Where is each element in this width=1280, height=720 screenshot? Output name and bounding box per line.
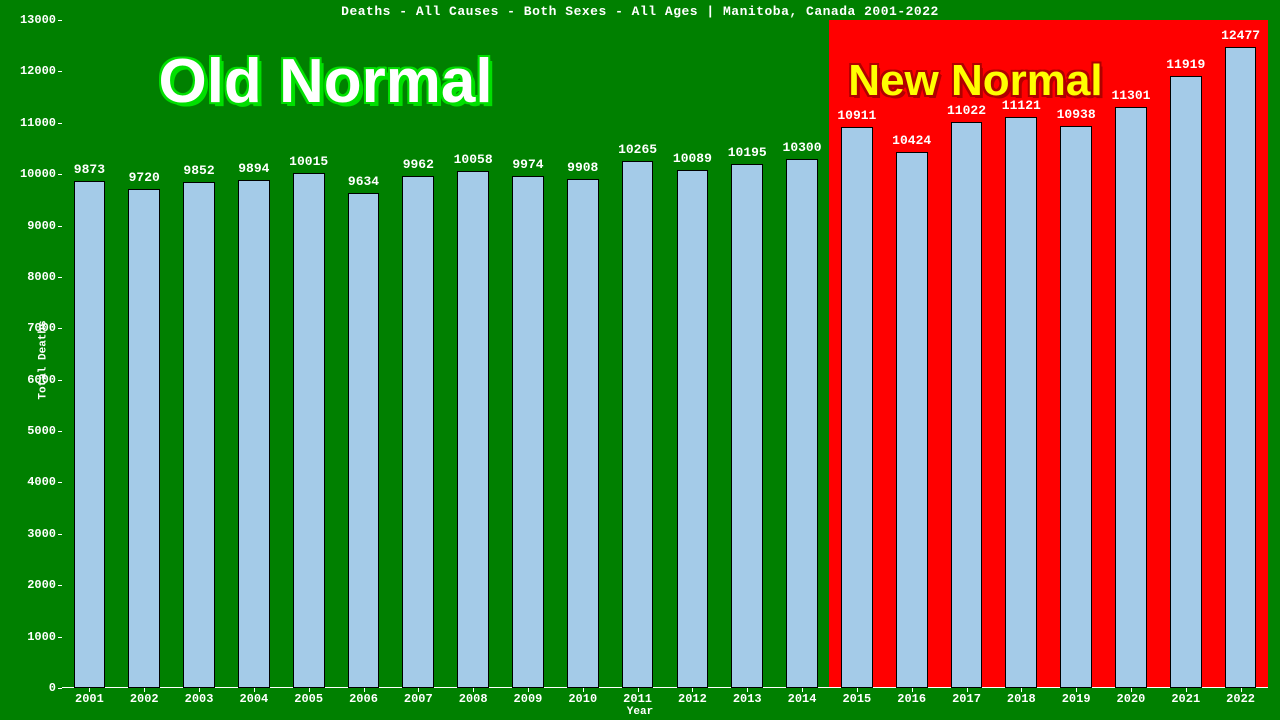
bar bbox=[841, 127, 873, 688]
y-tick-mark bbox=[58, 585, 62, 586]
bar-value-label: 10424 bbox=[892, 133, 931, 148]
x-tick-mark bbox=[89, 688, 90, 692]
overlay-text: Old Normal bbox=[158, 46, 492, 117]
y-tick-mark bbox=[58, 123, 62, 124]
bar-value-label: 9908 bbox=[567, 160, 598, 175]
y-tick-mark bbox=[58, 534, 62, 535]
bar-value-label: 9974 bbox=[512, 157, 543, 172]
x-tick-mark bbox=[1241, 688, 1242, 692]
x-tick-mark bbox=[199, 688, 200, 692]
y-tick-mark bbox=[58, 328, 62, 329]
bar-value-label: 10938 bbox=[1057, 107, 1096, 122]
x-tick-mark bbox=[473, 688, 474, 692]
bar-value-label: 12477 bbox=[1221, 28, 1260, 43]
bar-value-label: 9634 bbox=[348, 174, 379, 189]
bar-value-label: 11301 bbox=[1111, 88, 1150, 103]
bar bbox=[731, 164, 763, 688]
bar-value-label: 10195 bbox=[728, 145, 767, 160]
bar-value-label: 10911 bbox=[837, 108, 876, 123]
y-tick-mark bbox=[58, 380, 62, 381]
bar bbox=[567, 179, 599, 688]
x-tick-mark bbox=[692, 688, 693, 692]
x-tick-mark bbox=[583, 688, 584, 692]
x-tick-mark bbox=[802, 688, 803, 692]
y-tick-label: 7000 bbox=[27, 321, 62, 335]
x-tick-mark bbox=[1186, 688, 1187, 692]
bar-value-label: 10015 bbox=[289, 154, 328, 169]
bar bbox=[622, 161, 654, 688]
bar bbox=[183, 182, 215, 688]
x-tick-mark bbox=[638, 688, 639, 692]
chart-title: Deaths - All Causes - Both Sexes - All A… bbox=[0, 4, 1280, 19]
y-tick-label: 3000 bbox=[27, 527, 62, 541]
bar bbox=[74, 181, 106, 688]
y-tick-mark bbox=[58, 637, 62, 638]
x-tick-mark bbox=[1021, 688, 1022, 692]
y-tick-mark bbox=[58, 71, 62, 72]
x-tick-mark bbox=[912, 688, 913, 692]
y-tick-mark bbox=[58, 226, 62, 227]
overlay-text: New Normal bbox=[848, 56, 1102, 106]
x-tick-mark bbox=[967, 688, 968, 692]
y-tick-mark bbox=[58, 20, 62, 21]
bar-value-label: 9962 bbox=[403, 157, 434, 172]
bar-value-label: 10265 bbox=[618, 142, 657, 157]
bar bbox=[348, 193, 380, 688]
x-tick-mark bbox=[144, 688, 145, 692]
bar bbox=[512, 176, 544, 689]
y-tick-label: 9000 bbox=[27, 219, 62, 233]
bar bbox=[128, 189, 160, 688]
y-tick-mark bbox=[58, 431, 62, 432]
y-tick-mark bbox=[58, 277, 62, 278]
y-tick-mark bbox=[58, 174, 62, 175]
y-tick-label: 2000 bbox=[27, 578, 62, 592]
bar bbox=[1170, 76, 1202, 688]
bar bbox=[896, 152, 928, 688]
bar bbox=[402, 176, 434, 688]
bar-value-label: 9894 bbox=[238, 161, 269, 176]
deaths-bar-chart: Deaths - All Causes - Both Sexes - All A… bbox=[0, 0, 1280, 720]
x-tick-mark bbox=[528, 688, 529, 692]
y-tick-label: 6000 bbox=[27, 373, 62, 387]
x-tick-mark bbox=[747, 688, 748, 692]
bar-value-label: 9873 bbox=[74, 162, 105, 177]
bar bbox=[951, 122, 983, 688]
y-tick-label: 1000 bbox=[27, 630, 62, 644]
background-region bbox=[62, 20, 829, 688]
bar-value-label: 9852 bbox=[183, 163, 214, 178]
x-axis-label: Year bbox=[0, 706, 1280, 718]
bar bbox=[293, 173, 325, 688]
x-tick-mark bbox=[857, 688, 858, 692]
y-tick-mark bbox=[58, 688, 62, 689]
bar bbox=[238, 180, 270, 688]
plot-area: 0100020003000400050006000700080009000100… bbox=[62, 20, 1268, 688]
x-tick-mark bbox=[309, 688, 310, 692]
bar bbox=[1005, 117, 1037, 688]
bar bbox=[677, 170, 709, 688]
bar bbox=[786, 159, 818, 688]
x-tick-mark bbox=[1076, 688, 1077, 692]
x-tick-mark bbox=[1131, 688, 1132, 692]
x-tick-mark bbox=[254, 688, 255, 692]
bar bbox=[1060, 126, 1092, 688]
y-tick-label: 4000 bbox=[27, 475, 62, 489]
bar bbox=[1115, 107, 1147, 688]
y-tick-label: 13000 bbox=[20, 13, 62, 27]
x-tick-mark bbox=[418, 688, 419, 692]
bar-value-label: 11919 bbox=[1166, 57, 1205, 72]
bar-value-label: 10300 bbox=[783, 140, 822, 155]
bar-value-label: 10089 bbox=[673, 151, 712, 166]
bar-value-label: 9720 bbox=[129, 170, 160, 185]
bar-value-label: 10058 bbox=[454, 152, 493, 167]
y-tick-label: 5000 bbox=[27, 424, 62, 438]
y-tick-mark bbox=[58, 482, 62, 483]
bar bbox=[457, 171, 489, 688]
y-tick-label: 8000 bbox=[27, 270, 62, 284]
y-tick-label: 10000 bbox=[20, 167, 62, 181]
y-tick-label: 12000 bbox=[20, 64, 62, 78]
y-tick-label: 11000 bbox=[20, 116, 62, 130]
bar bbox=[1225, 47, 1257, 688]
x-tick-mark bbox=[364, 688, 365, 692]
